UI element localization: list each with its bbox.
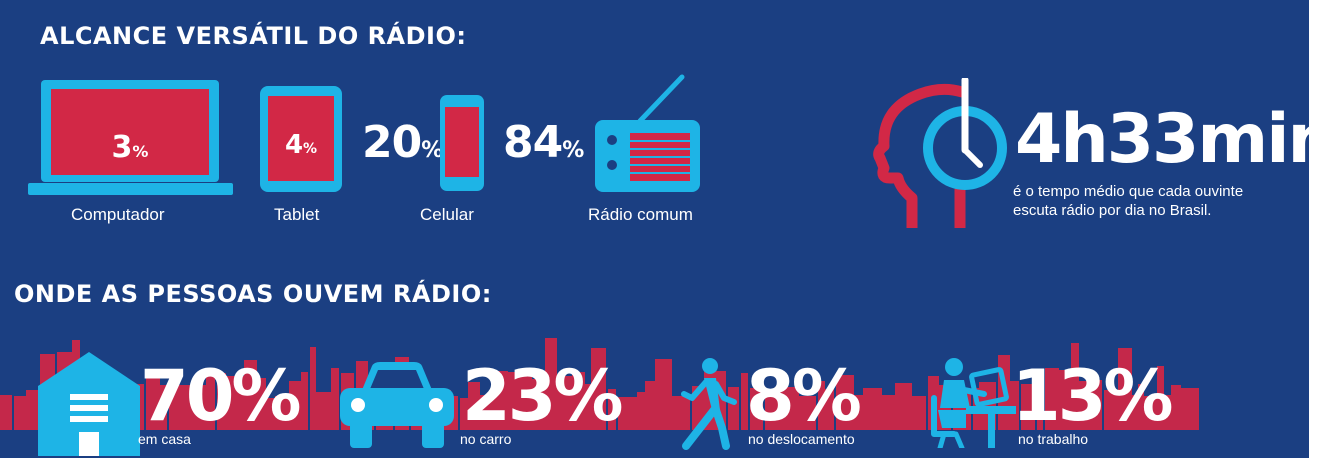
- celular-percentage: 20%: [362, 117, 443, 168]
- radio-percentage: 84%: [503, 117, 584, 168]
- place-label-casa: em casa: [138, 431, 191, 447]
- place-percentage-deslocamento: 8%: [746, 355, 862, 437]
- place-label-deslocamento: no deslocamento: [748, 431, 855, 447]
- office-worker-icon: [931, 358, 1016, 448]
- place-percentage-trabalho: 13%: [1012, 355, 1174, 437]
- reach-heading: ALCANCE VERSÁTIL DO RÁDIO:: [40, 22, 467, 50]
- place-percentage-carro: 23%: [462, 355, 624, 437]
- place-percentage-casa: 70%: [140, 355, 302, 437]
- places-heading: ONDE AS PESSOAS OUVEM RÁDIO:: [14, 280, 492, 308]
- place-label-carro: no carro: [460, 431, 512, 447]
- device-label-radio: Rádio comum: [588, 205, 693, 224]
- listening-time-description-line2: escuta rádio por dia no Brasil.: [1013, 202, 1212, 219]
- tablet-percentage: 4%: [284, 130, 318, 160]
- listening-time-description-line1: é o tempo médio que cada ouvinte: [1013, 183, 1244, 200]
- device-label-celular: Celular: [420, 205, 474, 224]
- laptop-percentage: 3%: [111, 130, 149, 165]
- house-icon: [38, 352, 140, 456]
- radio-icon: [595, 74, 700, 192]
- head-clock-icon: [873, 78, 1007, 228]
- device-label-computador: Computador: [71, 205, 165, 224]
- place-label-trabalho: no trabalho: [1018, 431, 1089, 447]
- laptop-icon: [28, 80, 233, 195]
- device-label-tablet: Tablet: [274, 205, 320, 224]
- listening-time-value: 4h33min: [1015, 100, 1319, 179]
- walking-person-icon: [681, 358, 737, 450]
- car-icon: [340, 362, 454, 448]
- smartphone-icon: [440, 95, 484, 191]
- tablet-icon: [260, 86, 342, 192]
